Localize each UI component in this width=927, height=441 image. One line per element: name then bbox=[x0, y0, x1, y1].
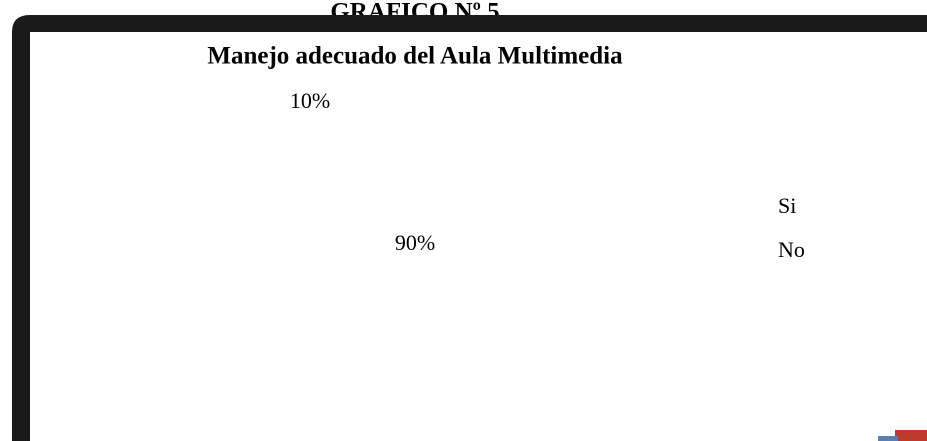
data-label: 90% bbox=[395, 230, 435, 255]
pie-slice bbox=[259, 125, 520, 385]
legend-label: No bbox=[778, 237, 805, 262]
pie-slice bbox=[313, 125, 390, 255]
data-label: 10% bbox=[290, 88, 330, 113]
chart-title: Manejo adecuado del Aula Multimedia bbox=[207, 43, 623, 70]
corner-decoration bbox=[878, 430, 927, 441]
legend-label: Si bbox=[778, 193, 796, 218]
